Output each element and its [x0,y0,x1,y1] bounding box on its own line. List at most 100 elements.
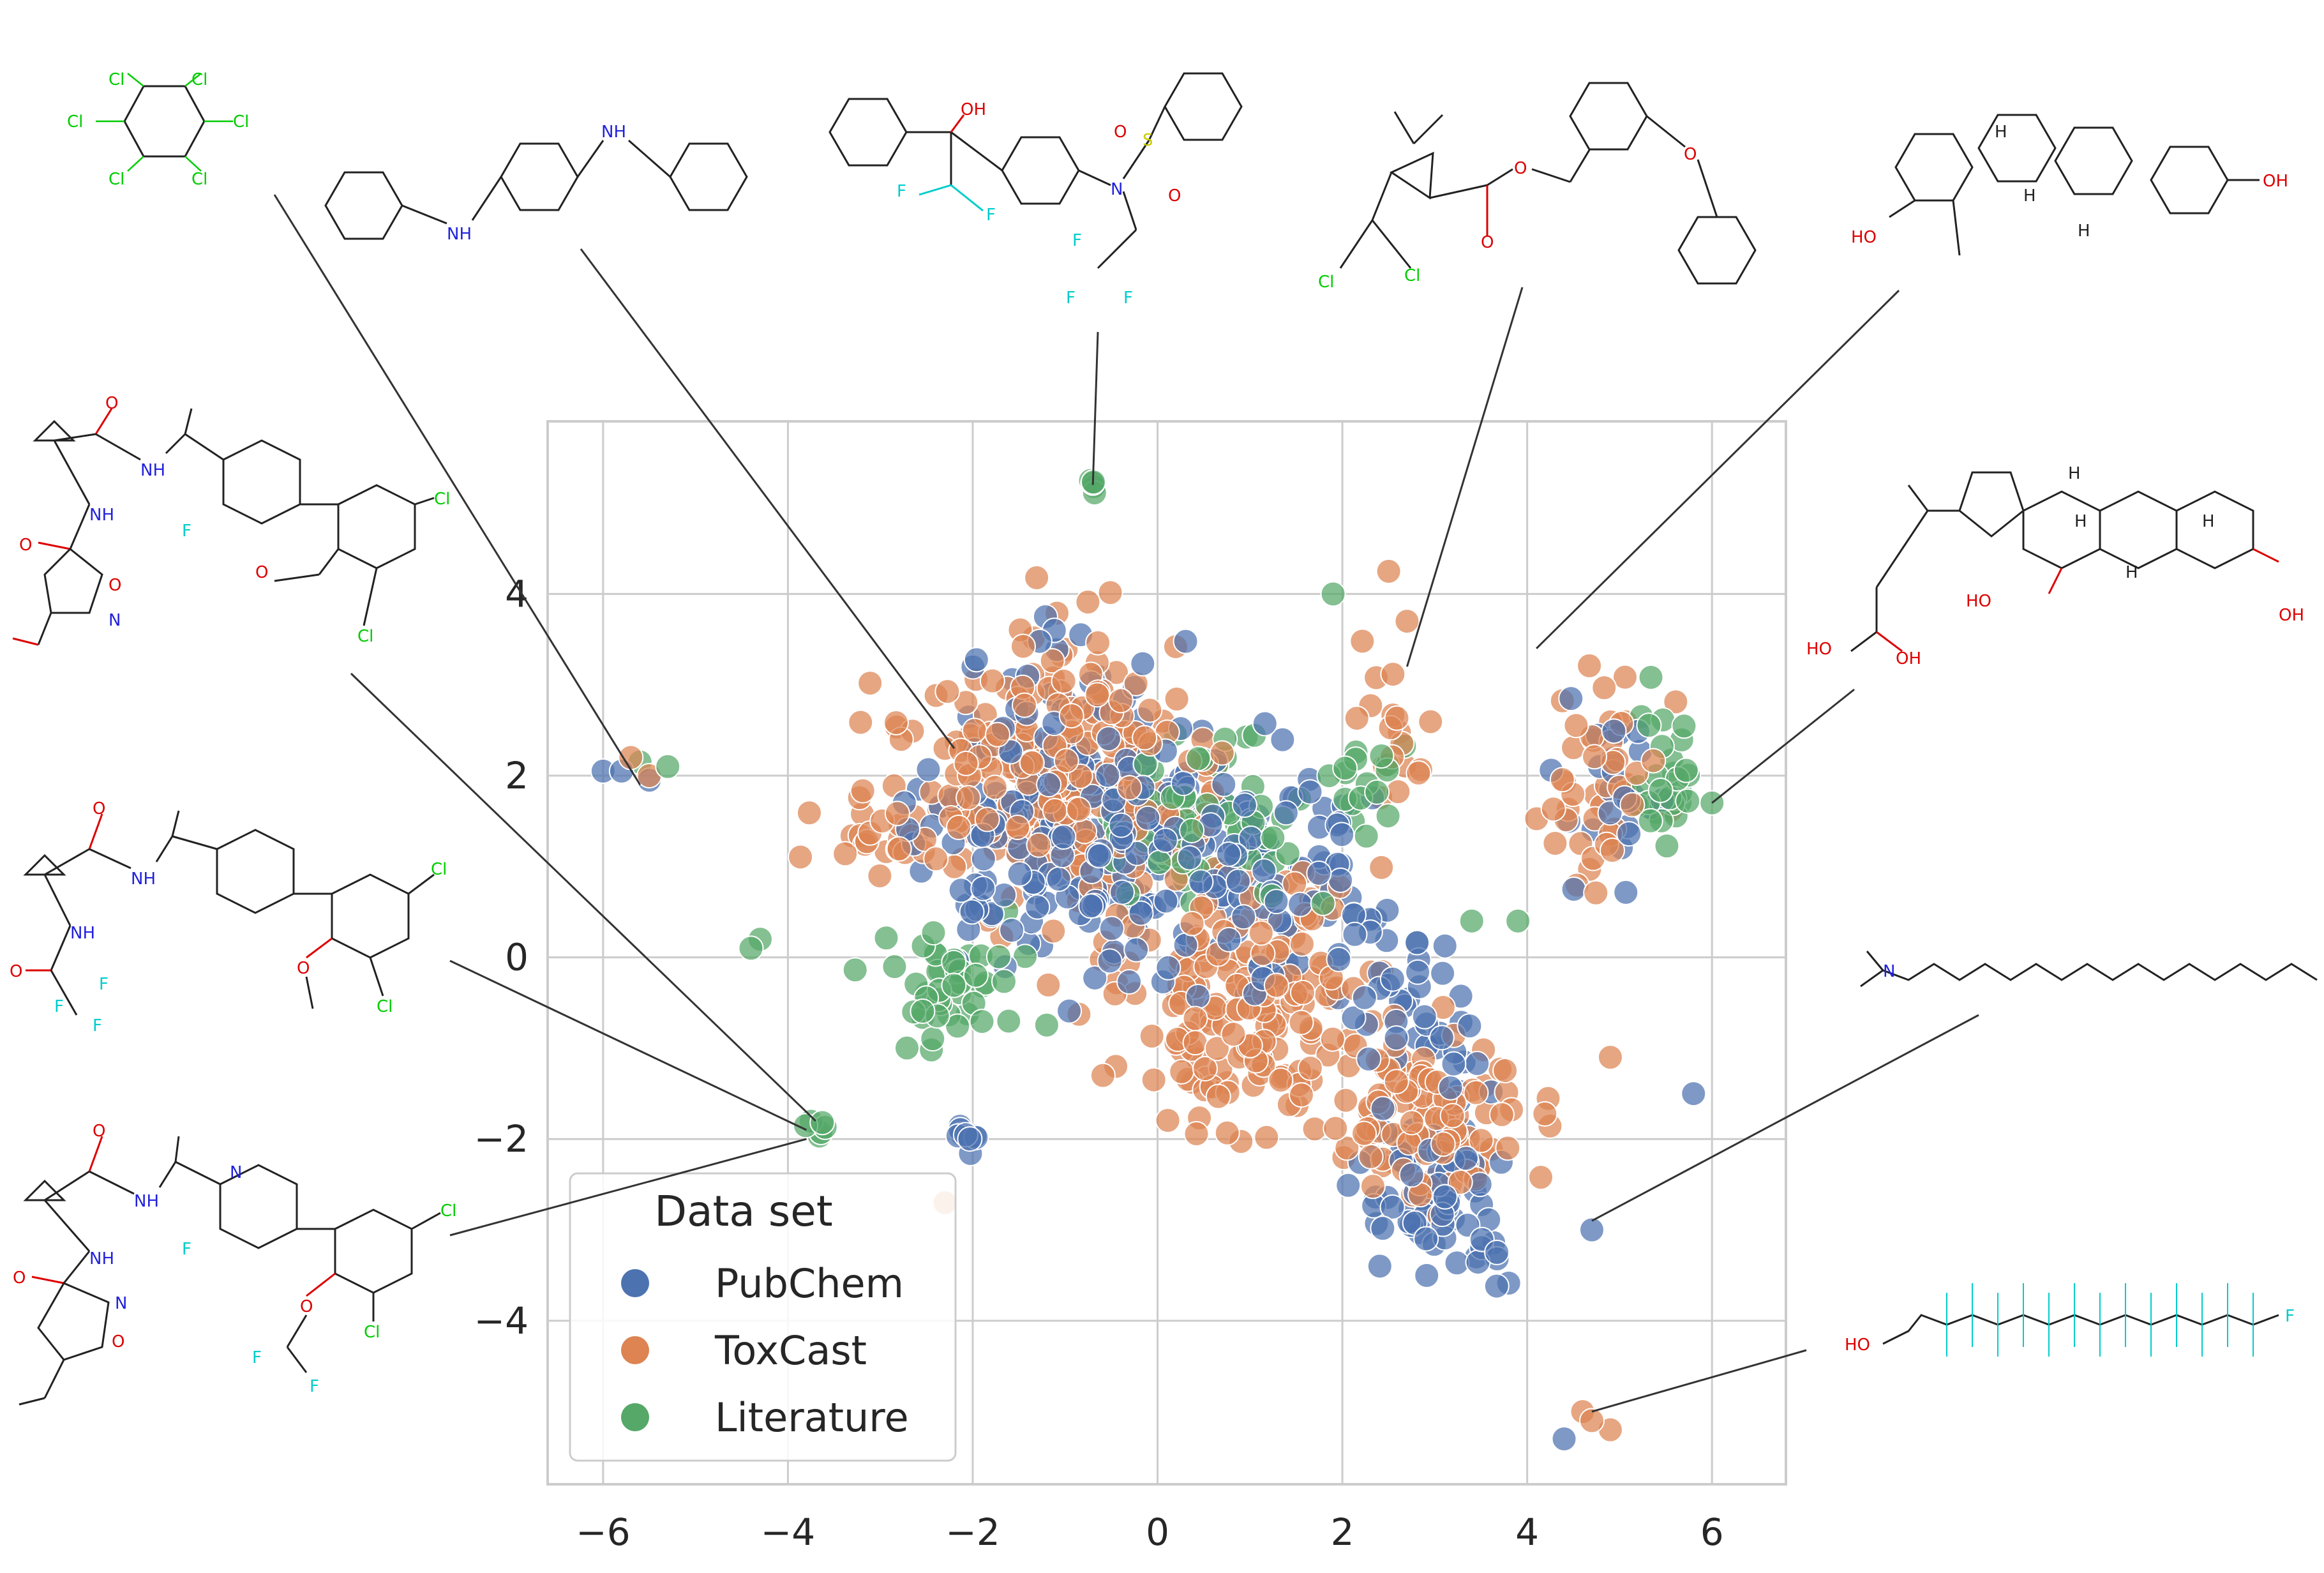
scatter-point-toxcast [1042,797,1068,824]
scatter-point-toxcast [923,846,949,872]
scatter-point-toxcast [1058,703,1084,729]
scatter-point-literature [873,925,899,951]
leader-sulfonamide [1091,331,1099,485]
scatter-point-pubchem [1414,1262,1440,1288]
svg-text:Cl: Cl [1318,273,1334,292]
legend-label-pubchem: PubChem [715,1260,904,1307]
scatter-point-toxcast [857,670,883,696]
svg-text:O: O [19,536,32,555]
scatter-point-toxcast [1182,1030,1208,1056]
scatter-point-pubchem [970,846,996,872]
scatter-point-toxcast [934,679,961,705]
scatter-point-toxcast [1463,1080,1489,1106]
scatter-point-literature [1320,581,1346,607]
svg-text:O: O [112,1332,124,1351]
scatter-point-pubchem [1367,1253,1393,1279]
svg-text:NH: NH [89,1249,114,1268]
y-tick-label: 4 [505,572,529,615]
svg-text:NH: NH [601,123,626,142]
scatter-point-literature [963,962,989,988]
scatter-point-pubchem [1483,1273,1510,1299]
scatter-point-toxcast [1192,1055,1218,1081]
scatter-point-toxcast [1351,1120,1377,1147]
svg-text:Cl: Cl [109,70,124,89]
svg-text:F: F [310,1377,319,1396]
scatter-point-toxcast [1288,1009,1314,1035]
scatter-point-pubchem [1578,1217,1605,1243]
scatter-point-toxcast [1288,1082,1314,1108]
scatter-point-toxcast [1090,1062,1116,1088]
scatter-point-toxcast [1563,712,1589,739]
scatter-point-pubchem [1225,868,1251,894]
structure-telomer: HO F [1845,1283,2295,1357]
scatter-points [590,467,1725,1452]
scatter-point-pubchem [1252,711,1278,737]
scatter-point-pubchem [1098,915,1125,942]
scatter-point-toxcast [1141,1067,1167,1093]
scatter-point-pubchem [1007,861,1033,887]
x-tick-label: −2 [945,1510,1000,1554]
scatter-point-toxcast [1663,689,1689,715]
scatter-point-pubchem [1432,1184,1458,1210]
scatter-point-literature [941,949,967,975]
scatter-point-pubchem [1185,984,1211,1010]
scatter-point-toxcast [1137,697,1163,723]
scatter-point-toxcast [1334,1135,1360,1161]
scatter-point-literature [1353,823,1379,849]
annotation-leaders [273,194,1979,1413]
scatter-point-pubchem [1153,888,1179,914]
scatter-point-toxcast [1084,682,1111,708]
svg-text:H: H [2074,512,2087,531]
legend-marker-pubchem [621,1269,649,1297]
scatter-point-pubchem [1051,824,1077,850]
scatter-point-toxcast [1600,838,1626,864]
scatter-point-pubchem [1484,1239,1510,1265]
scatter-point-pubchem [1211,771,1237,797]
scatter-point-literature [945,1013,971,1039]
scatter-point-toxcast [1139,1023,1165,1049]
structure-compound-2: O NH NH O F F F O Cl Cl [10,799,447,1035]
scatter-point-pubchem [1216,841,1242,867]
scatter-point-pubchem [970,875,996,901]
svg-text:OH: OH [961,100,986,119]
scatter-point-toxcast [1097,580,1123,606]
scatter-point-toxcast [1495,1135,1521,1161]
scatter-point-pubchem [915,756,941,783]
scatter-point-toxcast [1394,608,1420,635]
scatter-point-toxcast [1024,565,1050,591]
svg-text:Cl: Cl [233,112,249,132]
scatter-point-pubchem [1173,628,1199,654]
scatter-point-toxcast [1289,979,1316,1005]
scatter-point-toxcast [1578,1408,1605,1434]
scatter-point-pubchem [1398,1162,1425,1188]
scatter-point-toxcast [788,844,814,870]
scatter-point-pubchem [1173,932,1199,958]
scatter-point-toxcast [1116,775,1143,801]
scatter-point-pubchem [948,877,974,903]
scatter-point-toxcast [1333,1087,1359,1113]
scatter-point-literature [1364,779,1390,805]
scatter-point-pubchem [1097,948,1123,974]
svg-text:N: N [1111,180,1123,199]
scatter-point-pubchem [1216,926,1242,952]
scatter-point-literature [969,1009,995,1035]
scatter-point-pubchem [1273,800,1299,826]
svg-text:O: O [300,1297,313,1316]
scatter-point-toxcast [1527,1164,1554,1191]
scatter-point-literature [1260,825,1286,851]
svg-text:F: F [182,1240,191,1259]
y-tick-label: −4 [474,1299,529,1343]
scatter-point-toxcast [1254,1124,1280,1150]
svg-text:OH: OH [2279,606,2304,625]
scatter-point-toxcast [867,862,893,889]
svg-text:Cl: Cl [434,490,450,509]
scatter-point-pubchem [1123,937,1150,963]
scatter-point-pubchem [1155,954,1181,981]
scatter-point-literature [991,968,1017,995]
svg-text:O: O [93,1122,105,1141]
svg-text:O: O [109,576,121,595]
scatter-point-literature [920,1026,946,1052]
scatter-point-toxcast [982,774,1008,801]
scatter-point-toxcast [884,801,910,827]
legend-label-literature: Literature [715,1394,909,1441]
